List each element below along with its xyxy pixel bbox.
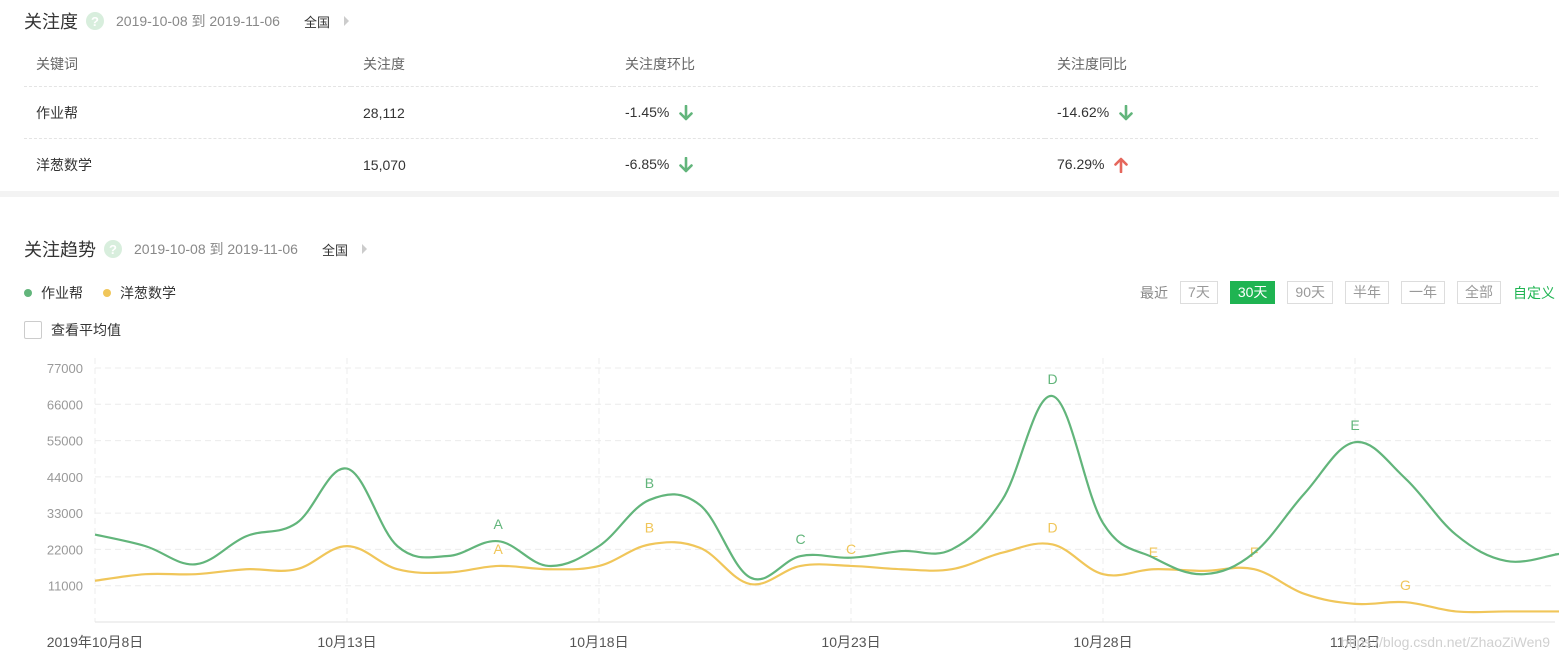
range-30d-button[interactable]: 30天 xyxy=(1229,281,1276,304)
mom-cell: -6.85% xyxy=(613,139,1045,191)
range-all-button[interactable]: 全部 xyxy=(1457,281,1501,304)
col-keyword: 关键词 xyxy=(24,42,351,87)
section-divider xyxy=(0,191,1559,197)
watermark: https://blog.csdn.net/ZhaoZiWen9 xyxy=(1341,634,1550,650)
arrow-down-icon xyxy=(679,157,694,173)
legend-dot-icon xyxy=(103,289,111,297)
mom-value: -1.45% xyxy=(625,103,670,120)
help-icon[interactable]: ? xyxy=(104,240,122,258)
event-marker-label: C xyxy=(796,531,806,547)
average-label: 查看平均值 xyxy=(51,322,121,338)
event-marker-label: B xyxy=(645,475,654,491)
arrow-down-icon xyxy=(1119,105,1133,121)
help-icon[interactable]: ? xyxy=(86,12,104,30)
x-tick-label: 10月23日 xyxy=(821,634,880,650)
y-tick-label: 44000 xyxy=(47,470,83,485)
col-mom: 关注度环比 xyxy=(613,42,1045,87)
average-checkbox[interactable] xyxy=(24,321,42,339)
yoy-value: 76.29% xyxy=(1057,155,1105,172)
y-tick-label: 22000 xyxy=(47,542,83,557)
attention-header: 关注度 ? 2019-10-08 到 2019-11-06 全国 xyxy=(24,8,349,34)
region-arrow-icon[interactable] xyxy=(361,244,367,254)
range-label: 最近 xyxy=(1140,284,1169,301)
x-tick-label: 10月18日 xyxy=(569,634,628,650)
region-arrow-icon[interactable] xyxy=(343,16,349,26)
event-marker-label: D xyxy=(1048,371,1058,387)
attention-cell: 15,070 xyxy=(363,156,406,173)
col-attention: 关注度 xyxy=(351,42,613,87)
x-tick-label: 2019年10月8日 xyxy=(47,634,144,650)
table-header-row: 关键词 关注度 关注度环比 关注度同比 xyxy=(24,42,1538,87)
y-tick-label: 66000 xyxy=(47,397,83,412)
trend-chart[interactable]: 11000 22000 33000 44000 55000 66000 77000 2019年… xyxy=(0,350,1559,662)
range-halfyear-button[interactable]: 半年 xyxy=(1345,281,1389,304)
range-1y-button[interactable]: 一年 xyxy=(1401,281,1445,304)
legend-item[interactable]: 作业帮 xyxy=(24,283,83,303)
date-range: 2019-10-08 到 2019-11-06 xyxy=(134,241,298,257)
x-tick-label: 10月28日 xyxy=(1073,634,1132,650)
range-custom-link[interactable]: 自定义 xyxy=(1513,284,1555,301)
range-90d-button[interactable]: 90天 xyxy=(1287,281,1333,304)
arrow-up-icon xyxy=(1114,157,1129,174)
mom-value: -6.85% xyxy=(625,155,670,172)
event-marker-label: C xyxy=(846,541,856,557)
legend-label: 作业帮 xyxy=(41,285,83,301)
y-tick-label: 33000 xyxy=(47,506,83,521)
y-tick-label: 11000 xyxy=(48,579,83,594)
chart-legend: 作业帮 洋葱数学 xyxy=(24,283,196,303)
table-row: 作业帮 28,112 -1.45% -14.62% xyxy=(24,86,1538,139)
event-marker-label: E xyxy=(1149,544,1158,560)
date-range: 2019-10-08 到 2019-11-06 xyxy=(116,13,280,29)
event-marker-label: B xyxy=(645,519,654,535)
average-toggle[interactable]: 查看平均值 xyxy=(24,320,121,340)
attention-title: 关注度 xyxy=(24,12,78,32)
y-tick-label: 77000 xyxy=(47,361,83,376)
region-selector[interactable]: 全国 xyxy=(303,14,330,30)
arrow-down-icon xyxy=(679,105,694,121)
event-marker-label: D xyxy=(1048,519,1058,535)
trend-header: 关注趋势 ? 2019-10-08 到 2019-11-06 全国 xyxy=(24,236,367,262)
legend-dot-icon xyxy=(24,289,32,297)
legend-label: 洋葱数学 xyxy=(120,285,176,301)
yoy-cell: -14.62% xyxy=(1045,86,1538,139)
range-selector: 最近 7天 30天 90天 半年 一年 全部 自定义 xyxy=(1140,281,1555,304)
event-marker-label: A xyxy=(494,541,504,557)
keyword-cell: 作业帮 xyxy=(24,86,351,139)
y-tick-label: 55000 xyxy=(47,434,83,449)
series-line-yangcong xyxy=(94,541,1559,614)
table-row: 洋葱数学 15,070 -6.85% 76.29% xyxy=(24,139,1538,191)
event-marker-label: E xyxy=(1350,417,1359,433)
trend-title: 关注趋势 xyxy=(24,240,96,260)
x-tick-label: 10月13日 xyxy=(317,634,376,650)
col-yoy: 关注度同比 xyxy=(1045,42,1538,87)
attention-cell: 28,112 xyxy=(351,86,613,139)
mom-cell: -1.45% xyxy=(613,86,1045,139)
keyword-table: 关键词 关注度 关注度环比 关注度同比 作业帮 28,112 -1.45% -1… xyxy=(24,42,1538,190)
legend-item[interactable]: 洋葱数学 xyxy=(103,283,176,303)
event-marker-label: A xyxy=(494,516,504,532)
region-selector[interactable]: 全国 xyxy=(321,242,348,258)
yoy-cell: 76.29% xyxy=(1045,139,1538,191)
event-marker-label: G xyxy=(1400,577,1411,593)
series-line-zuoyebang xyxy=(94,394,1559,581)
range-7d-button[interactable]: 7天 xyxy=(1180,281,1218,304)
keyword-cell: 洋葱数学 xyxy=(36,156,92,173)
x-tick-label: 11月2日 xyxy=(1330,634,1380,650)
yoy-value: -14.62% xyxy=(1057,103,1110,120)
